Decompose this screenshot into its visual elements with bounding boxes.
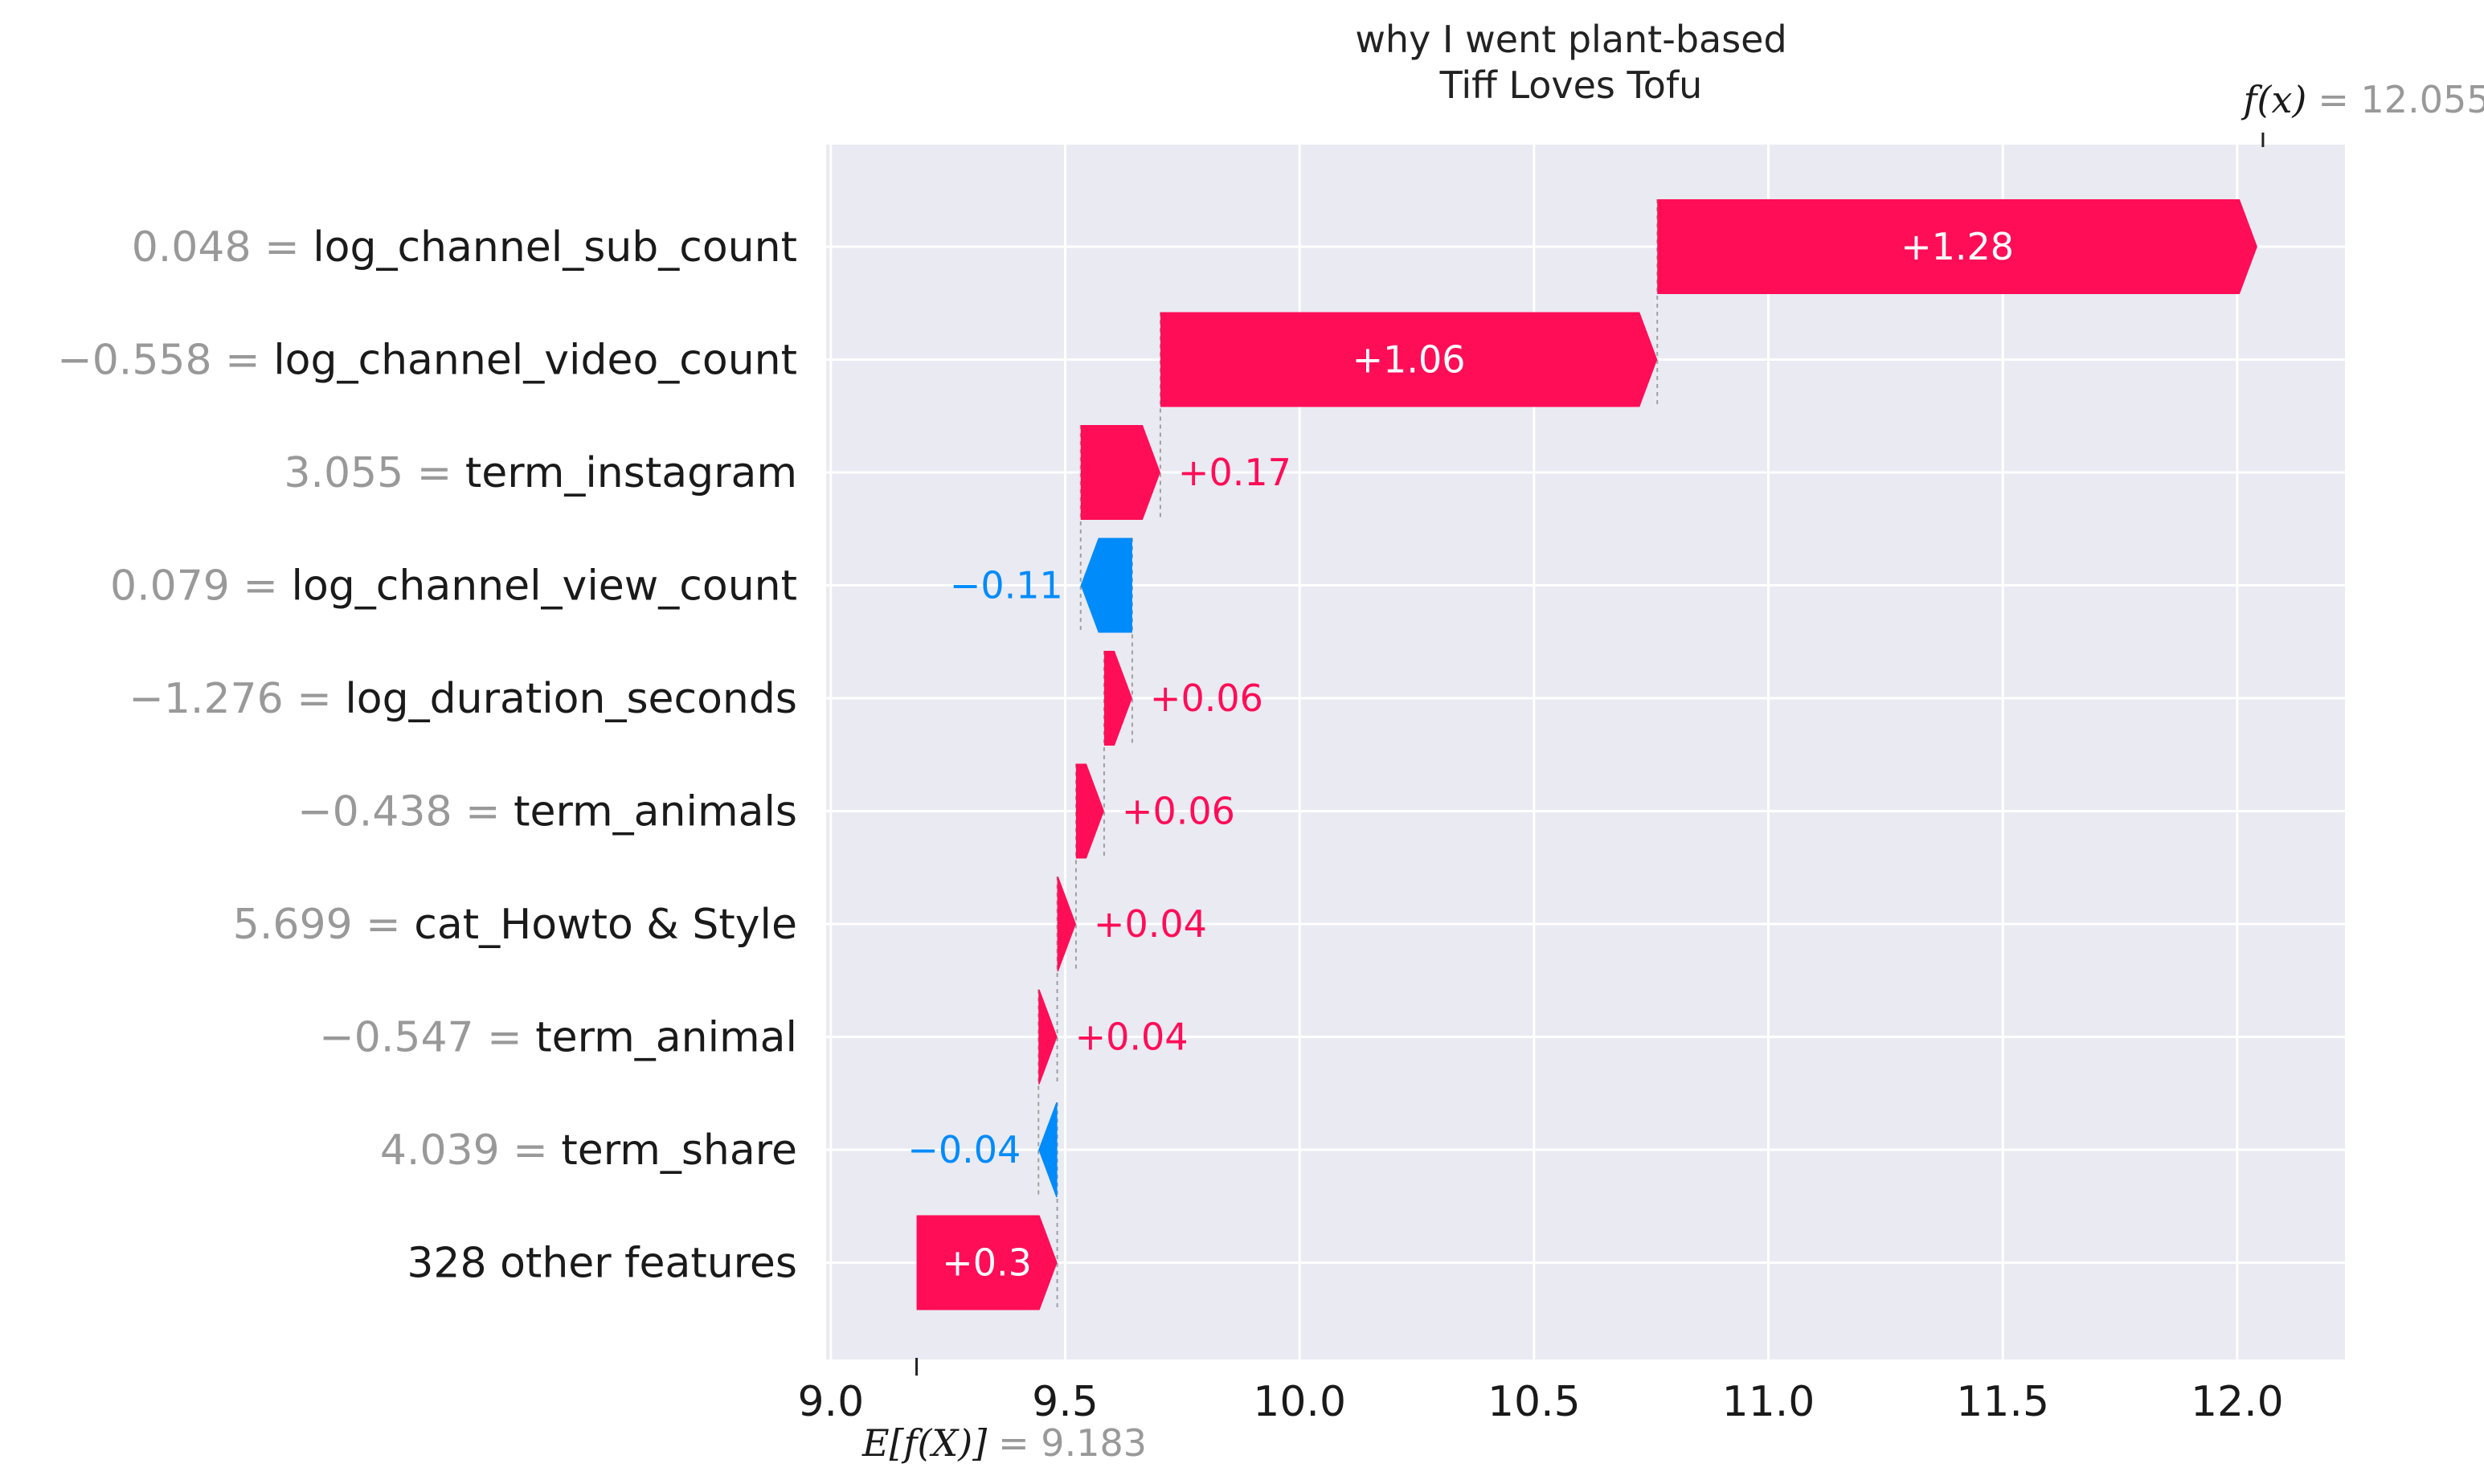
- x-tick-label: 10.0: [1253, 1378, 1346, 1426]
- feature-name: term_share: [561, 1126, 797, 1175]
- final-label-math: f(x): [2241, 78, 2307, 121]
- feature-name: term_animal: [535, 1014, 797, 1062]
- x-tick-label: 11.0: [1722, 1378, 1815, 1426]
- feature-label: −0.438 = term_animals: [297, 788, 797, 836]
- bar-positive: [1075, 763, 1104, 859]
- feature-label: −0.547 = term_animal: [319, 1014, 797, 1062]
- feature-value: 3.055 =: [284, 449, 465, 497]
- bar-value-label: +0.17: [1178, 451, 1291, 494]
- bar-value-label: +0.06: [1150, 677, 1263, 720]
- bar-negative: [1080, 538, 1132, 633]
- feature-label: 0.079 = log_channel_view_count: [110, 562, 797, 611]
- feature-labels: 0.048 = log_channel_sub_count −0.558 = lo…: [57, 223, 797, 1288]
- bar-value-label: +0.06: [1122, 790, 1235, 833]
- bar-value-label: +1.28: [1901, 225, 2014, 268]
- feature-label: 0.048 = log_channel_sub_count: [132, 223, 797, 272]
- bar-positive: [1103, 651, 1132, 746]
- feature-value: −0.438 =: [297, 788, 514, 836]
- feature-name: cat_Howto & Style: [414, 901, 797, 949]
- feature-value: −0.558 =: [57, 337, 273, 385]
- x-tick-label: 12.0: [2191, 1378, 2284, 1426]
- base-label-number: = 9.183: [998, 1421, 1147, 1465]
- bar-positive: [1160, 312, 1658, 407]
- base-value-label: E[f(X)] = 9.183: [861, 1421, 1147, 1465]
- bar-positive: [1080, 425, 1160, 520]
- feature-value: 0.079 =: [110, 562, 292, 611]
- x-tick-label: 11.5: [1956, 1378, 2049, 1426]
- feature-name: log_channel_sub_count: [313, 223, 797, 272]
- feature-label: 328 other features: [407, 1240, 797, 1288]
- feature-label: 3.055 = term_instagram: [284, 449, 797, 497]
- bar-positive: [1057, 877, 1076, 971]
- feature-label: −0.558 = log_channel_video_count: [57, 337, 797, 385]
- feature-value: −1.276 =: [129, 675, 345, 723]
- bar-negative: [1038, 1102, 1058, 1197]
- feature-label: 5.699 = cat_Howto & Style: [233, 901, 797, 949]
- bar-positive: [1657, 199, 2257, 294]
- bar-value-label: +0.04: [1094, 902, 1207, 946]
- feature-value: −0.547 =: [319, 1014, 535, 1062]
- bar-value-label: +0.04: [1075, 1016, 1189, 1059]
- bars: +1.28 +1.06 +0.17 −0.11 +0.06 +0.06 +0.04 +0.04…: [907, 199, 2257, 1310]
- chart-title-line2: Tiff Loves Tofu: [1439, 63, 1703, 107]
- bar-value-label: −0.04: [907, 1128, 1021, 1171]
- x-tick-label: 9.0: [797, 1378, 864, 1426]
- feature-value: 5.699 =: [233, 901, 415, 949]
- feature-name: 328 other features: [407, 1240, 797, 1288]
- base-label-math: E[f(X)]: [861, 1421, 987, 1465]
- bar-positive: [916, 1215, 1058, 1310]
- feature-name: term_animals: [514, 788, 797, 836]
- bar-value-label: +0.3: [942, 1241, 1032, 1285]
- feature-name: log_channel_view_count: [292, 562, 797, 611]
- x-tick-label: 10.5: [1488, 1378, 1581, 1426]
- final-label-number: = 12.055: [2318, 78, 2484, 121]
- feature-value: 4.039 =: [380, 1126, 562, 1175]
- x-tick-label: 9.5: [1032, 1378, 1099, 1426]
- feature-label: 4.039 = term_share: [380, 1126, 797, 1175]
- feature-label: −1.276 = log_duration_seconds: [129, 675, 797, 723]
- x-axis-ticks: 9.0 9.5 10.0 10.5 11.0 11.5 12.0: [797, 1378, 2283, 1426]
- reference-markers: [915, 133, 2265, 1376]
- bar-value-label: −0.11: [950, 564, 1063, 607]
- feature-name: log_duration_seconds: [345, 675, 797, 723]
- final-value-label: f(x) = 12.055: [2241, 78, 2484, 121]
- feature-name: log_channel_video_count: [273, 337, 797, 385]
- feature-name: term_instagram: [465, 449, 797, 497]
- bar-positive: [1038, 989, 1058, 1085]
- bar-value-label: +1.06: [1352, 338, 1466, 382]
- chart-title-line1: why I went plant-based: [1355, 18, 1786, 61]
- feature-value: 0.048 =: [132, 223, 313, 272]
